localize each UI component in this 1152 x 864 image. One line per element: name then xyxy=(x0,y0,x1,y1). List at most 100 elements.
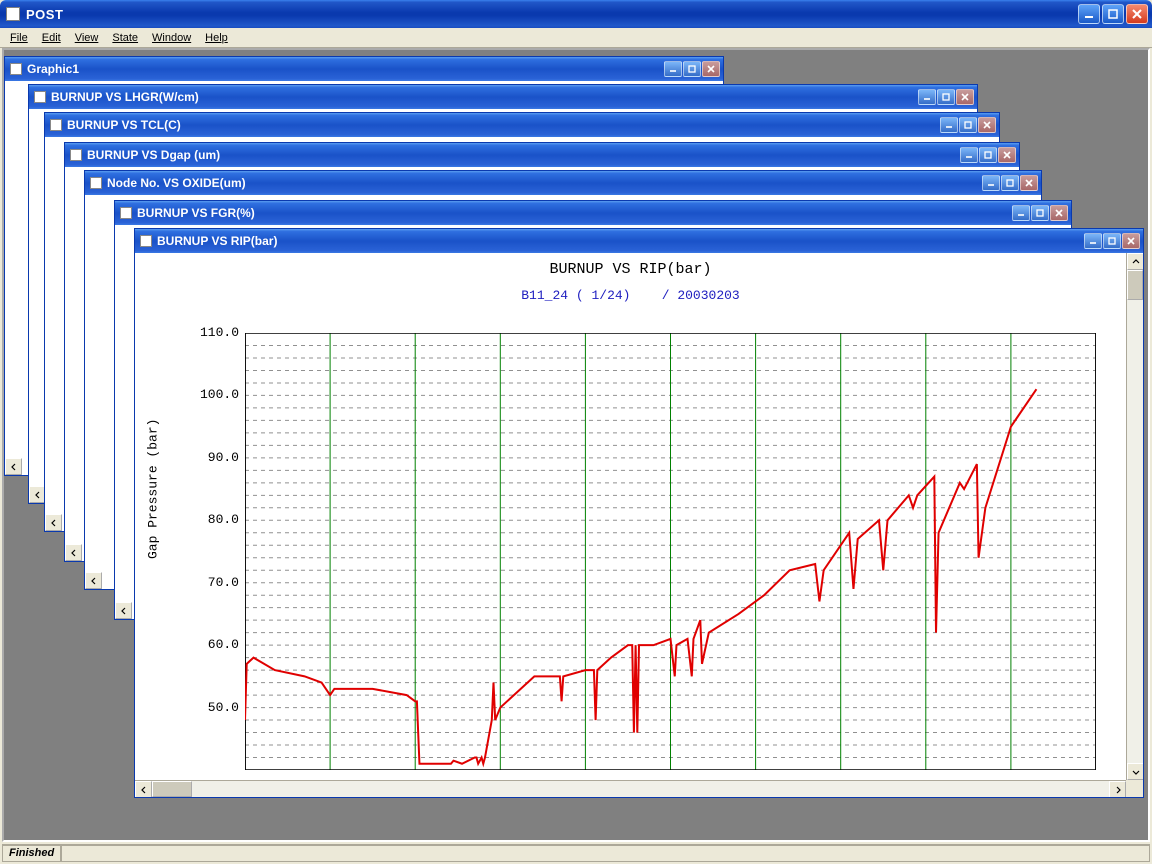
chart-subtitle-sep: / xyxy=(662,288,670,303)
window-controls xyxy=(1078,4,1148,24)
child-close-button[interactable] xyxy=(1050,205,1068,221)
minimize-button[interactable] xyxy=(1078,4,1100,24)
child-titlebar[interactable]: Graphic1 xyxy=(5,57,723,81)
y-tick-label: 60.0 xyxy=(179,637,239,652)
document-icon xyxy=(120,207,132,219)
scroll-corner xyxy=(1126,780,1143,797)
child-close-button[interactable] xyxy=(998,147,1016,163)
chart-subtitle-right: 20030203 xyxy=(677,288,739,303)
child-window-controls xyxy=(918,89,974,105)
document-icon xyxy=(70,149,82,161)
child-min-button[interactable] xyxy=(664,61,682,77)
child-max-button[interactable] xyxy=(1031,205,1049,221)
y-tick-label: 90.0 xyxy=(179,450,239,465)
scroll-left-button[interactable] xyxy=(5,458,22,475)
child-titlebar[interactable]: BURNUP VS LHGR(W/cm) xyxy=(29,85,977,109)
child-titlebar[interactable]: Node No. VS OXIDE(um) xyxy=(85,171,1041,195)
child-window-controls xyxy=(1084,233,1140,249)
child-titlebar[interactable]: BURNUP VS FGR(%) xyxy=(115,201,1071,225)
mdi-client-area: Graphic1 BURNUP VS LHGR(W/cm) BURNUP VS TC… xyxy=(2,48,1150,842)
menu-help[interactable]: Help xyxy=(199,31,234,45)
child-close-button[interactable] xyxy=(978,117,996,133)
scroll-track[interactable] xyxy=(1127,270,1143,763)
chart-title: BURNUP VS RIP(bar) xyxy=(135,261,1126,278)
chart-subtitle-left: B11_24 ( 1/24) xyxy=(521,288,630,303)
child-max-button[interactable] xyxy=(979,147,997,163)
app-icon xyxy=(6,7,20,21)
child-close-button[interactable] xyxy=(1020,175,1038,191)
child-close-button[interactable] xyxy=(956,89,974,105)
y-tick-label: 100.0 xyxy=(179,387,239,402)
scroll-left-button[interactable] xyxy=(115,602,132,619)
child-title: BURNUP VS FGR(%) xyxy=(137,206,1012,220)
scroll-up-button[interactable] xyxy=(1127,253,1143,270)
child-titlebar[interactable]: BURNUP VS Dgap (um) xyxy=(65,143,1019,167)
close-button[interactable] xyxy=(1126,4,1148,24)
document-icon xyxy=(10,63,22,75)
y-axis-label: Gap Pressure (bar) xyxy=(146,418,161,558)
document-icon xyxy=(90,177,102,189)
child-window-controls xyxy=(960,147,1016,163)
child-min-button[interactable] xyxy=(1012,205,1030,221)
document-icon xyxy=(50,119,62,131)
child-window-controls xyxy=(982,175,1038,191)
menu-edit[interactable]: Edit xyxy=(36,31,67,45)
scroll-track[interactable] xyxy=(152,781,1109,797)
child-min-button[interactable] xyxy=(982,175,1000,191)
maximize-button[interactable] xyxy=(1102,4,1124,24)
scroll-right-button[interactable] xyxy=(1109,781,1126,797)
document-icon xyxy=(140,235,152,247)
child-window-controls xyxy=(664,61,720,77)
status-spacer xyxy=(61,845,1150,862)
child-min-button[interactable] xyxy=(940,117,958,133)
child-max-button[interactable] xyxy=(1001,175,1019,191)
child-window[interactable]: BURNUP VS RIP(bar) BURNUP VS RIP(bar) B11_… xyxy=(134,228,1144,798)
menu-window[interactable]: Window xyxy=(146,31,197,45)
child-title: Node No. VS OXIDE(um) xyxy=(107,176,982,190)
scroll-thumb[interactable] xyxy=(1127,270,1143,300)
document-icon xyxy=(34,91,46,103)
chart-area: BURNUP VS RIP(bar) B11_24 ( 1/24) / 20030… xyxy=(135,253,1126,780)
menu-file[interactable]: File xyxy=(4,31,34,45)
statusbar: Finished xyxy=(2,844,1150,862)
vertical-scrollbar[interactable] xyxy=(1126,253,1143,780)
scroll-left-button[interactable] xyxy=(85,572,102,589)
menubar: FileEditViewStateWindowHelp xyxy=(0,28,1152,48)
child-title: BURNUP VS Dgap (um) xyxy=(87,148,960,162)
app-title: POST xyxy=(26,7,1078,22)
child-max-button[interactable] xyxy=(959,117,977,133)
child-min-button[interactable] xyxy=(960,147,978,163)
child-max-button[interactable] xyxy=(683,61,701,77)
scroll-down-button[interactable] xyxy=(1127,763,1143,780)
menu-view[interactable]: View xyxy=(69,31,105,45)
child-close-button[interactable] xyxy=(702,61,720,77)
child-titlebar[interactable]: BURNUP VS TCL(C) xyxy=(45,113,999,137)
chart-svg xyxy=(245,333,1096,770)
app-window: POST FileEditViewStateWindowHelp Graphic… xyxy=(0,0,1152,864)
child-title: BURNUP VS LHGR(W/cm) xyxy=(51,90,918,104)
scroll-thumb[interactable] xyxy=(152,781,192,797)
child-title: BURNUP VS TCL(C) xyxy=(67,118,940,132)
scroll-left-button[interactable] xyxy=(45,514,62,531)
y-tick-label: 50.0 xyxy=(179,700,239,715)
child-titlebar[interactable]: BURNUP VS RIP(bar) xyxy=(135,229,1143,253)
status-text: Finished xyxy=(2,845,61,862)
y-tick-label: 110.0 xyxy=(179,325,239,340)
horizontal-scrollbar[interactable] xyxy=(135,780,1126,797)
child-window-controls xyxy=(940,117,996,133)
y-tick-label: 70.0 xyxy=(179,575,239,590)
child-close-button[interactable] xyxy=(1122,233,1140,249)
menu-state[interactable]: State xyxy=(106,31,144,45)
child-title: Graphic1 xyxy=(27,62,664,76)
child-max-button[interactable] xyxy=(937,89,955,105)
child-min-button[interactable] xyxy=(918,89,936,105)
scroll-left-button[interactable] xyxy=(65,544,82,561)
child-min-button[interactable] xyxy=(1084,233,1102,249)
child-window-controls xyxy=(1012,205,1068,221)
y-tick-label: 80.0 xyxy=(179,512,239,527)
child-max-button[interactable] xyxy=(1103,233,1121,249)
chart-subtitle: B11_24 ( 1/24) / 20030203 xyxy=(135,288,1126,303)
child-body: BURNUP VS RIP(bar) B11_24 ( 1/24) / 20030… xyxy=(135,253,1143,797)
main-titlebar: POST xyxy=(0,0,1152,28)
scroll-left-button[interactable] xyxy=(135,781,152,797)
